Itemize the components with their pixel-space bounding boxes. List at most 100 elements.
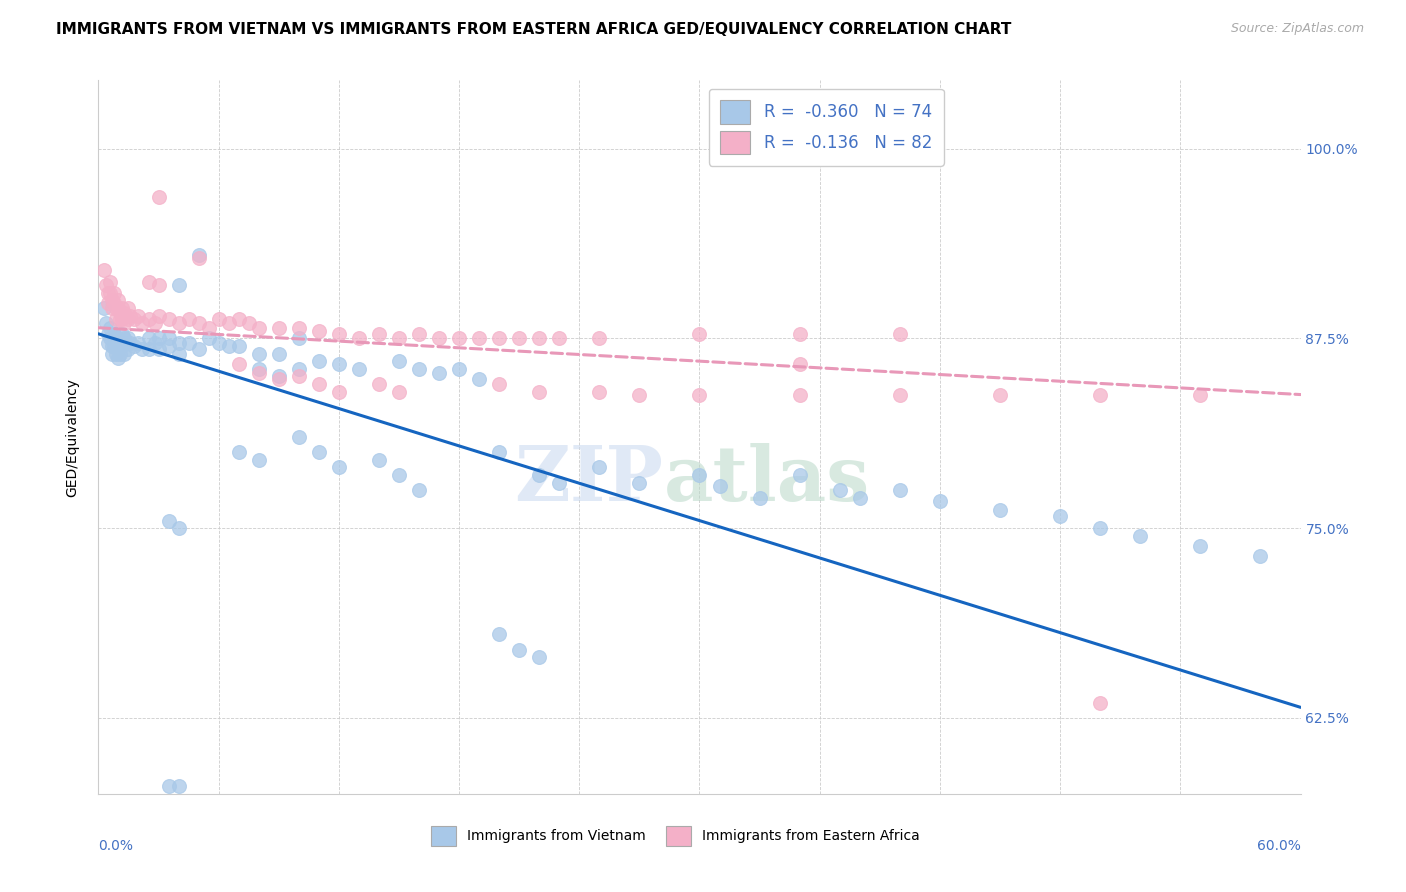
Point — [97, 296, 120, 310]
Point — [131, 342, 153, 356]
Point — [789, 387, 811, 401]
Point — [288, 331, 311, 345]
Point — [347, 361, 370, 376]
Point — [447, 361, 470, 376]
Point — [115, 309, 138, 323]
Point — [187, 316, 209, 330]
Point — [468, 331, 491, 345]
Point — [288, 369, 311, 384]
Point — [107, 342, 129, 356]
Point — [187, 248, 209, 262]
Point — [110, 311, 132, 326]
Y-axis label: GED/Equivalency: GED/Equivalency — [66, 377, 80, 497]
Point — [148, 309, 170, 323]
Point — [789, 357, 811, 371]
Point — [828, 483, 851, 498]
Point — [128, 335, 150, 350]
Point — [328, 326, 350, 341]
Text: IMMIGRANTS FROM VIETNAM VS IMMIGRANTS FROM EASTERN AFRICA GED/EQUIVALENCY CORREL: IMMIGRANTS FROM VIETNAM VS IMMIGRANTS FR… — [56, 22, 1011, 37]
Point — [117, 331, 139, 345]
Point — [228, 445, 250, 459]
Point — [247, 453, 270, 467]
Point — [408, 483, 430, 498]
Point — [308, 376, 330, 391]
Point — [111, 311, 134, 326]
Point — [101, 293, 124, 308]
Point — [328, 384, 350, 399]
Point — [889, 326, 911, 341]
Point — [427, 331, 450, 345]
Point — [131, 316, 153, 330]
Point — [368, 326, 391, 341]
Point — [187, 251, 209, 265]
Point — [103, 339, 125, 353]
Point — [267, 369, 290, 384]
Point — [889, 483, 911, 498]
Point — [97, 326, 120, 341]
Point — [748, 491, 770, 505]
Point — [97, 285, 120, 300]
Point — [529, 384, 551, 399]
Text: 0.0%: 0.0% — [98, 839, 134, 854]
Point — [105, 346, 128, 360]
Point — [228, 311, 250, 326]
Point — [128, 309, 150, 323]
Point — [167, 316, 190, 330]
Point — [1088, 521, 1111, 535]
Point — [114, 316, 136, 330]
Point — [468, 372, 491, 386]
Point — [368, 453, 391, 467]
Point — [709, 478, 731, 492]
Point — [529, 468, 551, 483]
Point — [167, 346, 190, 360]
Point — [488, 331, 510, 345]
Point — [488, 627, 510, 641]
Point — [114, 305, 136, 319]
Point — [427, 367, 450, 381]
Point — [689, 387, 711, 401]
Point — [1088, 696, 1111, 710]
Point — [138, 331, 160, 345]
Point — [105, 301, 128, 315]
Text: ZIP: ZIP — [515, 443, 664, 516]
Point — [93, 263, 115, 277]
Point — [187, 342, 209, 356]
Point — [167, 278, 190, 293]
Point — [288, 320, 311, 334]
Point — [328, 460, 350, 475]
Point — [628, 475, 651, 490]
Point — [93, 301, 115, 315]
Point — [218, 316, 240, 330]
Text: 60.0%: 60.0% — [1257, 839, 1301, 854]
Point — [157, 339, 180, 353]
Point — [228, 357, 250, 371]
Point — [100, 331, 122, 345]
Point — [689, 326, 711, 341]
Point — [308, 324, 330, 338]
Point — [114, 331, 136, 345]
Point — [408, 361, 430, 376]
Point — [1129, 529, 1152, 543]
Point — [308, 354, 330, 368]
Point — [111, 339, 134, 353]
Point — [529, 331, 551, 345]
Point — [177, 335, 200, 350]
Point — [101, 346, 124, 360]
Point — [388, 331, 411, 345]
Point — [408, 326, 430, 341]
Point — [120, 335, 142, 350]
Point — [143, 335, 166, 350]
Point — [508, 331, 530, 345]
Point — [100, 320, 122, 334]
Point — [138, 342, 160, 356]
Point — [105, 311, 128, 326]
Point — [929, 493, 952, 508]
Point — [117, 311, 139, 326]
Point — [115, 335, 138, 350]
Point — [988, 503, 1011, 517]
Point — [488, 445, 510, 459]
Point — [143, 316, 166, 330]
Point — [120, 309, 142, 323]
Point — [177, 311, 200, 326]
Point — [138, 275, 160, 289]
